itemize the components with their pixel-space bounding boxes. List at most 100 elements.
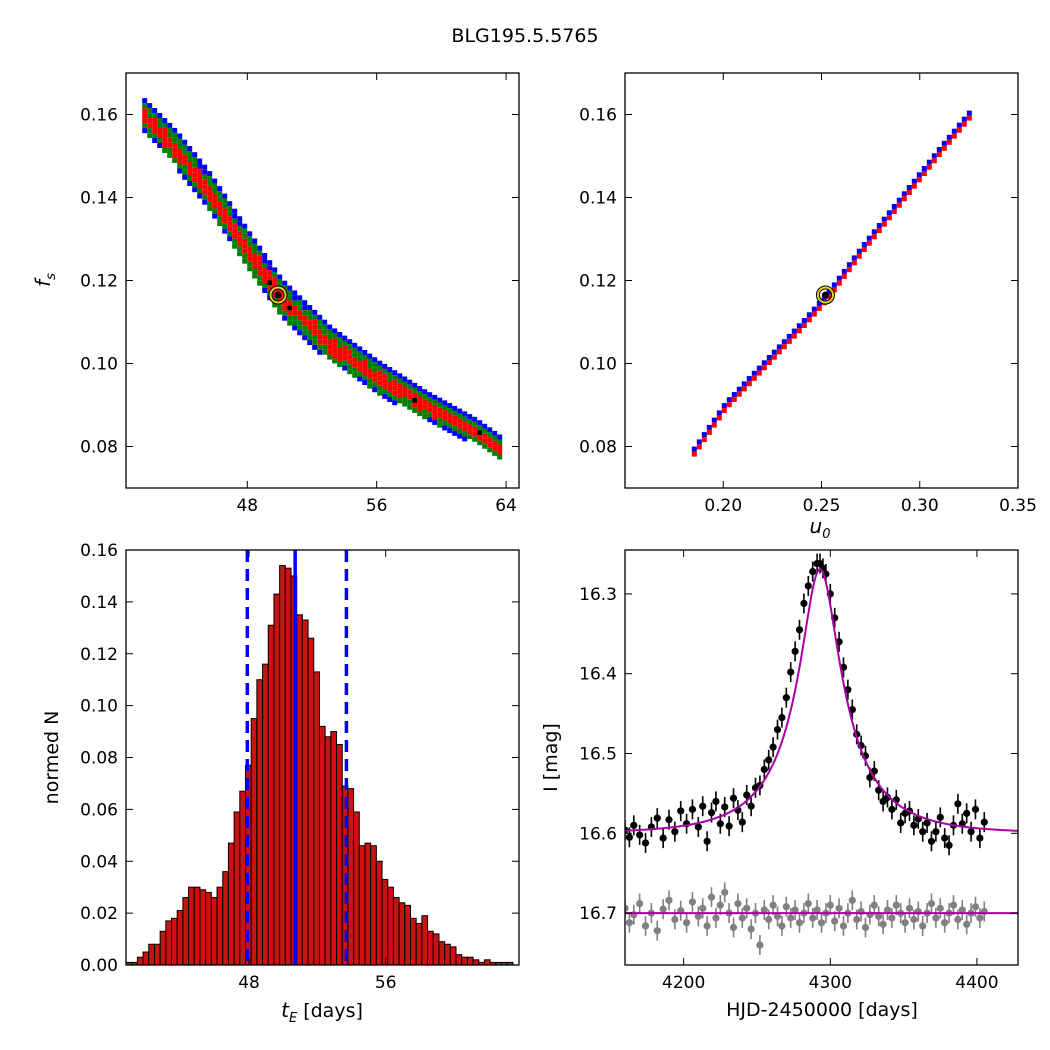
posterior-cell (402, 391, 408, 397)
posterior-cell (347, 369, 353, 375)
posterior-cell (157, 118, 163, 123)
posterior-cell (197, 193, 203, 199)
posterior-cell (177, 158, 183, 164)
posterior-cell (377, 380, 383, 386)
posterior-cell (946, 139, 952, 145)
posterior-cell (187, 156, 193, 161)
posterior-cell (162, 118, 168, 123)
y-tick-label: 0.16 (80, 541, 118, 561)
histogram-bars (125, 565, 514, 966)
histogram-bar (444, 943, 451, 966)
posterior-cell (242, 238, 248, 244)
posterior-cell (412, 402, 418, 408)
histogram-bar (455, 954, 463, 966)
posterior-cell (227, 201, 233, 207)
posterior-cell (152, 133, 158, 138)
posterior-cell (292, 290, 298, 296)
posterior-cell (467, 419, 473, 425)
histogram-bar (336, 744, 343, 966)
posterior-cell (217, 206, 223, 212)
posterior-cell (946, 134, 952, 140)
posterior-cell (751, 375, 757, 381)
posterior-cell (736, 386, 742, 392)
posterior-cell (167, 127, 173, 133)
data-point (743, 791, 751, 799)
posterior-cell (237, 216, 243, 222)
data-point (853, 915, 861, 924)
posterior-cell (217, 201, 223, 207)
posterior-cell (866, 240, 872, 246)
posterior-cell (407, 394, 413, 400)
posterior-cell (432, 409, 438, 415)
posterior-cell (467, 424, 473, 430)
posterior-cell (806, 317, 812, 323)
posterior-cell (307, 310, 313, 316)
posterior-cell (152, 108, 158, 113)
histogram-bar (233, 811, 241, 966)
posterior-cell (247, 261, 253, 267)
posterior-cell (227, 211, 233, 217)
posterior-cell (307, 325, 313, 331)
posterior-cell (237, 221, 243, 227)
posterior-cell (497, 449, 503, 455)
posterior-cell (147, 118, 153, 124)
data-point (671, 915, 679, 924)
posterior-cell (307, 330, 313, 336)
posterior-cell (427, 402, 433, 408)
posterior-cell (317, 334, 323, 340)
posterior-cell (257, 250, 263, 256)
posterior-cell (771, 349, 777, 355)
posterior-cell (317, 319, 323, 325)
histogram-bar (222, 871, 229, 966)
x-tick-label: 0.30 (901, 496, 939, 516)
posterior-cell (142, 108, 148, 114)
data-point (870, 901, 878, 909)
posterior-cell (956, 127, 962, 133)
posterior-cell (172, 157, 178, 163)
posterior-cell (312, 324, 318, 330)
posterior-cell (182, 159, 188, 165)
y-tick-label: 16.5 (579, 745, 617, 765)
data-point (688, 805, 697, 813)
histogram-bar (472, 959, 480, 966)
data-point (905, 904, 914, 912)
posterior-cell (242, 233, 248, 239)
posterior-cell (212, 198, 218, 204)
posterior-cell (377, 390, 383, 396)
posterior-cell (382, 383, 388, 389)
histogram-bar (381, 878, 389, 966)
data-point (971, 903, 980, 911)
posterior-cell (931, 158, 937, 164)
posterior-cell (262, 268, 268, 273)
posterior-cell (332, 333, 338, 339)
posterior-cell (467, 434, 473, 440)
posterior-cell (397, 393, 403, 399)
posterior-cell (352, 342, 358, 348)
posterior-cell (432, 414, 438, 420)
posterior-cell (217, 196, 223, 202)
posterior-cell (222, 218, 228, 224)
data-point (625, 833, 633, 841)
posterior-cell (202, 199, 208, 205)
posterior-cell (966, 110, 972, 116)
posterior-cell (397, 383, 403, 389)
posterior-cell (811, 306, 817, 312)
data-point (707, 808, 716, 817)
data-point (888, 914, 896, 922)
posterior-cell (347, 349, 353, 355)
posterior-cell (337, 332, 343, 337)
data-point (936, 813, 944, 821)
posterior-cell (357, 361, 363, 367)
histogram-bar (216, 886, 224, 966)
posterior-cell (222, 228, 228, 234)
posterior-cell (297, 330, 303, 336)
posterior-cell (262, 273, 268, 278)
posterior-cell (901, 191, 907, 197)
posterior-cell (232, 223, 238, 229)
posterior-cell (217, 191, 223, 197)
posterior-cell (212, 183, 218, 189)
posterior-cell (477, 430, 483, 436)
posterior-cell (726, 402, 732, 408)
data-point (773, 725, 782, 734)
posterior-cell (207, 191, 213, 197)
